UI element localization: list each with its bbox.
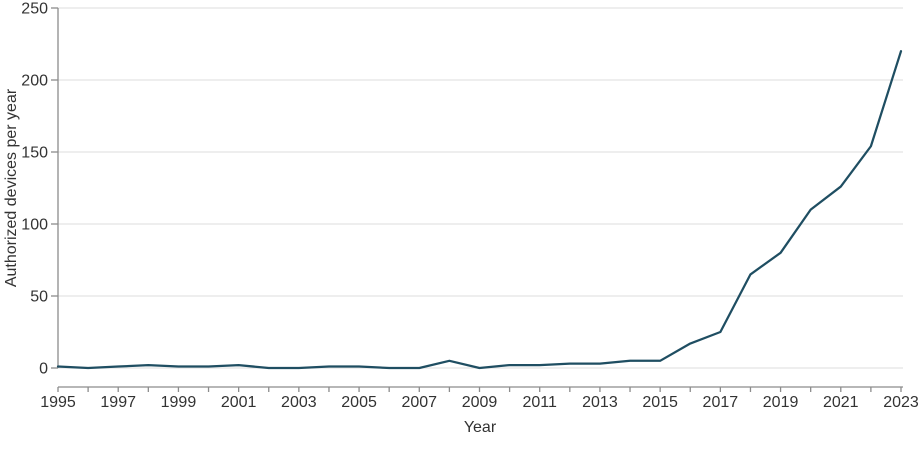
y-tick-label: 50: [30, 289, 48, 306]
gridlines-group: [58, 7, 903, 369]
x-axis-title: Year: [464, 419, 497, 436]
x-tick-label: 2011: [523, 394, 558, 411]
tick-labels-group: 0 50 100 150 200 250 1995 1997 1999 2001 2003 2005 2…: [21, 1, 919, 412]
axes-group: [51, 7, 903, 392]
y-axis-title: Authorized devices per year: [3, 88, 20, 287]
x-tick-label: 2015: [642, 394, 678, 411]
x-tick-label: 2017: [703, 394, 739, 411]
x-tick-label: 1997: [100, 394, 136, 411]
x-tick-label: 2019: [763, 394, 799, 411]
x-tick-label: 2009: [462, 394, 498, 411]
y-tick-label: 250: [21, 1, 48, 18]
y-tick-label: 0: [39, 361, 48, 378]
x-tick-label: 2001: [221, 394, 257, 411]
x-tick-label: 1995: [40, 394, 76, 411]
y-tick-label: 200: [21, 73, 48, 90]
x-tick-label: 2023: [883, 394, 919, 411]
y-tick-label: 100: [21, 217, 48, 234]
x-tick-label: 2005: [341, 394, 377, 411]
x-tick-label: 2013: [582, 394, 618, 411]
data-series-line: [56, 50, 903, 370]
x-tick-label: 2007: [401, 394, 437, 411]
x-tick-label: 1999: [161, 394, 197, 411]
x-tick-label: 2003: [281, 394, 317, 411]
data-series-group: [56, 50, 903, 370]
y-tick-label: 150: [21, 145, 48, 162]
x-tick-label: 2021: [823, 394, 859, 411]
